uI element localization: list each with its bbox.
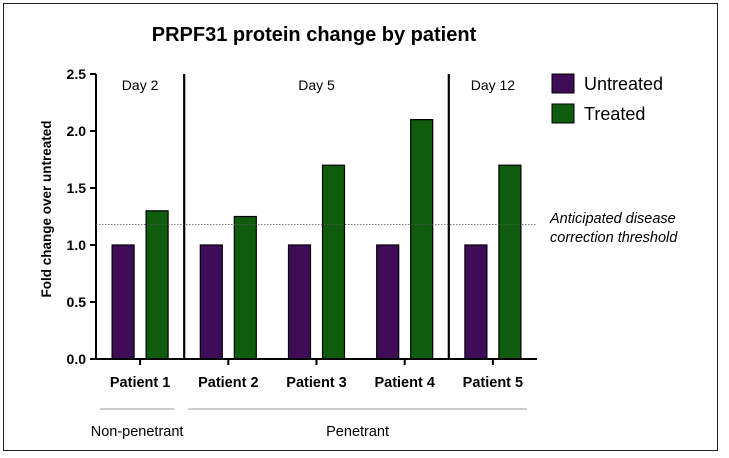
bar-treated-3 [321, 164, 346, 360]
threshold-label-line1: Anticipated disease [549, 211, 676, 227]
y-axis-title: Fold change over untreated [39, 120, 54, 297]
bar-untreated-2 [199, 244, 223, 360]
x-tick-label: Patient 3 [286, 375, 346, 391]
bar-treated-1 [145, 210, 169, 360]
x-tick-label: Patient 2 [198, 375, 258, 391]
y-tick-label: 1.0 [67, 237, 87, 253]
chart-title: PRPF31 protein change by patient [152, 24, 477, 46]
legend-swatch-treated [551, 103, 575, 124]
bar-treated-4 [410, 118, 434, 360]
y-tick-label: 0.5 [67, 294, 87, 310]
bar-treated-5 [498, 164, 522, 360]
x-tick-label: Patient 5 [463, 375, 523, 391]
threshold-label-line2: correction threshold [550, 230, 678, 246]
bar-untreated-1 [111, 244, 135, 360]
legend-label-untreated: Untreated [584, 74, 663, 94]
bar-treated-2 [233, 215, 257, 360]
day-label: Day 12 [471, 77, 516, 93]
bar-untreated-3 [287, 244, 312, 360]
y-tick-label: 2.5 [67, 66, 87, 82]
x-tick-label: Patient 4 [374, 375, 434, 391]
legend-swatch-untreated [551, 73, 575, 94]
bar-untreated-4 [376, 244, 400, 360]
group-label: Non-penetrant [91, 424, 184, 440]
day-label: Day 5 [298, 77, 335, 93]
bar-untreated-5 [464, 244, 488, 360]
y-tick-label: 0.0 [67, 351, 87, 367]
x-tick-label: Patient 1 [110, 375, 170, 391]
y-tick-label: 2.0 [67, 123, 87, 139]
group-label: Penetrant [326, 424, 389, 440]
chart-frame: PRPF31 protein change by patient Fold ch… [3, 3, 718, 451]
day-label: Day 2 [122, 77, 159, 93]
bar-chart: PRPF31 protein change by patient Fold ch… [39, 24, 678, 440]
legend-label-treated: Treated [584, 104, 645, 124]
y-tick-label: 1.5 [67, 180, 87, 196]
